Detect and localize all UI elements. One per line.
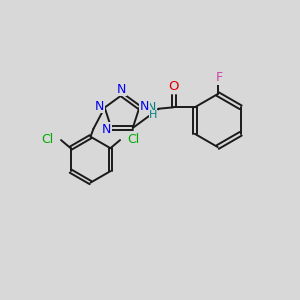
Text: N: N xyxy=(95,100,104,112)
Text: N: N xyxy=(140,100,149,112)
Text: O: O xyxy=(168,80,179,93)
Text: N: N xyxy=(102,123,112,136)
Text: F: F xyxy=(216,71,223,84)
Text: N: N xyxy=(117,82,126,95)
Text: H: H xyxy=(149,110,158,120)
Text: Cl: Cl xyxy=(128,133,140,146)
Text: Cl: Cl xyxy=(41,133,54,146)
Text: N: N xyxy=(147,101,157,114)
